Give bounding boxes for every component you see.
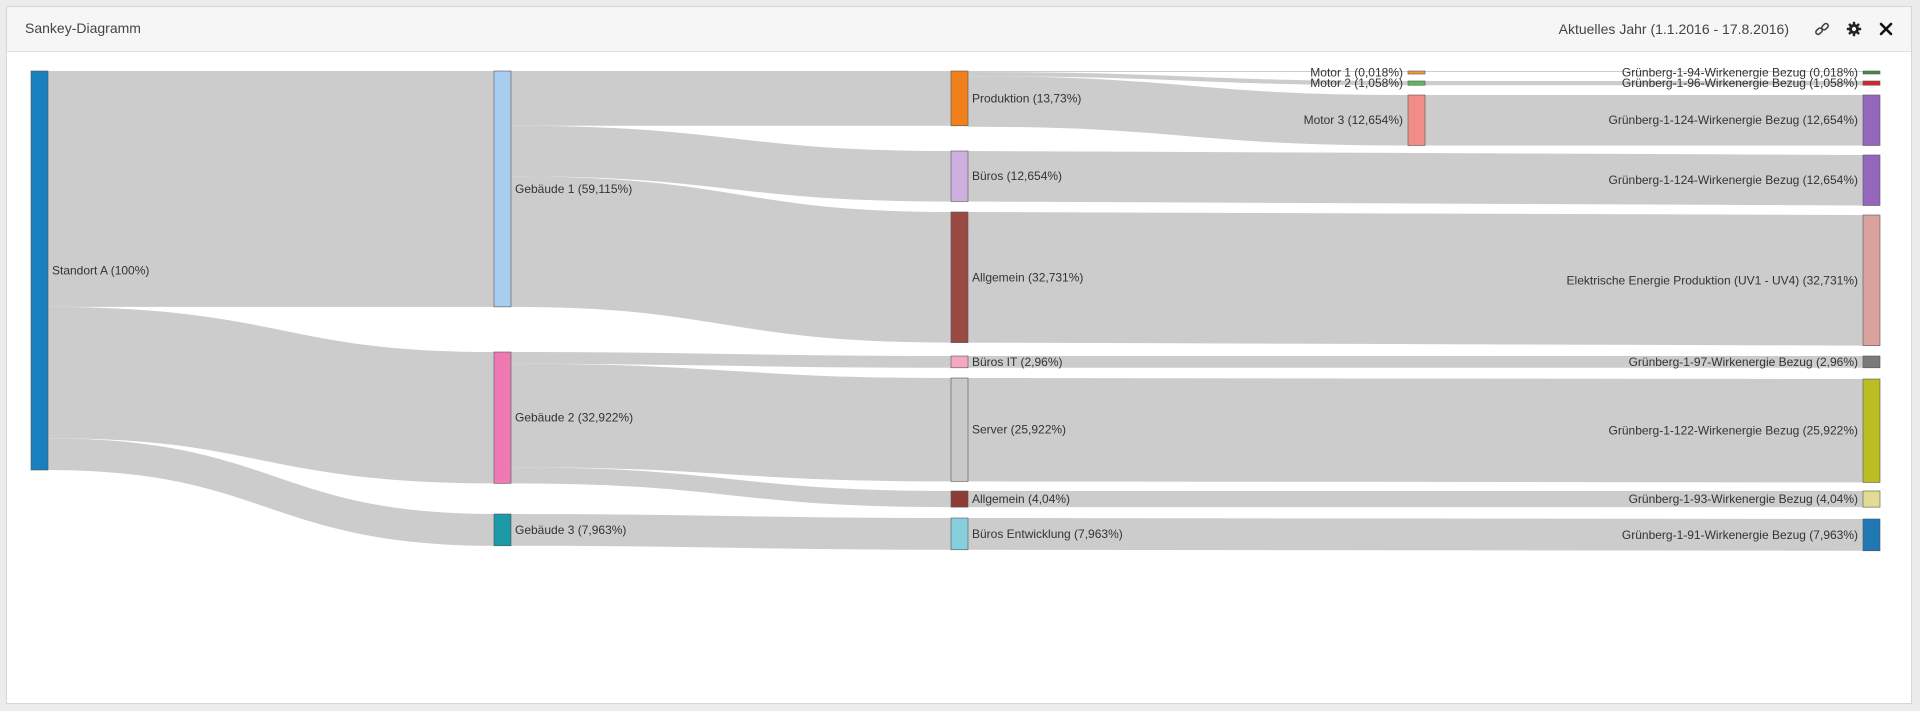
sankey-label-gebaeude_3: Gebäude 3 (7,963%) — [515, 523, 626, 537]
sankey-node-allgemein_2[interactable] — [950, 490, 969, 508]
sankey-label-gb_93: Grünberg-1-93-Wirkenergie Bezug (4,04%) — [1629, 492, 1858, 506]
sankey-label-bueros_entwicklung: Büros Entwicklung (7,963%) — [972, 527, 1123, 541]
sankey-node-gebaeude_2[interactable] — [493, 351, 512, 484]
sankey-link-gebaeude_1-bueros[interactable] — [510, 125, 952, 202]
sankey-node-bueros_entwicklung[interactable] — [950, 517, 969, 551]
sankey-node-allgemein_1[interactable] — [950, 211, 969, 343]
sankey-label-gebaeude_1: Gebäude 1 (59,115%) — [515, 182, 632, 196]
sankey-nodes: Standort A (100%) Gebäude 1 (59,115%) Gebä… — [30, 66, 1881, 552]
gear-icon[interactable] — [1843, 18, 1865, 40]
sankey-node-gb_124_a[interactable] — [1862, 94, 1881, 146]
sankey-label-motor_1: Motor 1 (0,018%) — [1310, 66, 1403, 80]
sankey-link-gebaeude_3-bueros_entwicklung[interactable] — [510, 513, 952, 550]
sankey-node-bueros[interactable] — [950, 150, 969, 202]
sankey-links — [47, 70, 1864, 551]
sankey-label-gb_91: Grünberg-1-91-Wirkenergie Bezug (7,963%) — [1622, 528, 1858, 542]
sankey-link-gebaeude_1-allgemein_1[interactable] — [510, 176, 952, 343]
sankey-node-gb_94[interactable] — [1862, 70, 1881, 75]
sankey-node-gb_97[interactable] — [1862, 355, 1881, 369]
sankey-node-produktion[interactable] — [950, 70, 969, 127]
sankey-label-produktion: Produktion (13,73%) — [972, 91, 1081, 105]
sankey-label-gb_124_a: Grünberg-1-124-Wirkenergie Bezug (12,654… — [1609, 113, 1858, 127]
sankey-node-standort_a[interactable] — [30, 70, 49, 471]
sankey-node-gb_124_b[interactable] — [1862, 154, 1881, 206]
sankey-node-gb_91[interactable] — [1862, 518, 1881, 552]
sankey-label-gb_97: Grünberg-1-97-Wirkenergie Bezug (2,96%) — [1629, 355, 1858, 369]
sankey-label-elektrische_energie: Elektrische Energie Produktion (UV1 - UV… — [1567, 273, 1858, 287]
sankey-label-motor_2: Motor 2 (1,058%) — [1310, 76, 1403, 90]
sankey-label-standort_a: Standort A (100%) — [52, 264, 149, 278]
sankey-node-motor_3[interactable] — [1407, 94, 1426, 146]
sankey-node-server[interactable] — [950, 377, 969, 482]
sankey-chart: Standort A (100%) Gebäude 1 (59,115%) Gebä… — [7, 51, 1911, 703]
sankey-link-allgemein_1-elektrische_energie[interactable] — [967, 211, 1864, 346]
panel-title: Sankey-Diagramm — [25, 20, 141, 36]
sankey-node-bueros_it[interactable] — [950, 355, 969, 369]
panel-header: Sankey-Diagramm Aktuelles Jahr (1.1.2016… — [7, 7, 1911, 52]
sankey-label-gb_124_b: Grünberg-1-124-Wirkenergie Bezug (12,654… — [1609, 173, 1858, 187]
sankey-label-gebaeude_2: Gebäude 2 (32,922%) — [515, 411, 633, 425]
sankey-label-gb_122: Grünberg-1-122-Wirkenergie Bezug (25,922… — [1609, 424, 1858, 438]
sankey-label-gb_96: Grünberg-1-96-Wirkenergie Bezug (1,058%) — [1622, 76, 1858, 90]
sankey-label-bueros_it: Büros IT (2,96%) — [972, 355, 1062, 369]
sankey-link-server-gb_122[interactable] — [967, 377, 1864, 483]
header-actions: Aktuelles Jahr (1.1.2016 - 17.8.2016) — [1559, 18, 1897, 40]
sankey-link-bueros-gb_124_b[interactable] — [967, 151, 1864, 206]
sankey-node-gebaeude_1[interactable] — [493, 70, 512, 308]
sankey-node-gebaeude_3[interactable] — [493, 513, 512, 547]
close-icon[interactable] — [1875, 18, 1897, 40]
sankey-node-gb_93[interactable] — [1862, 490, 1881, 508]
sankey-panel: Sankey-Diagramm Aktuelles Jahr (1.1.2016… — [6, 6, 1912, 704]
sankey-label-gb_94: Grünberg-1-94-Wirkenergie Bezug (0,018%) — [1622, 66, 1858, 80]
sankey-node-gb_96[interactable] — [1862, 80, 1881, 86]
sankey-link-bueros_entwicklung-gb_91[interactable] — [967, 517, 1864, 551]
sankey-link-standort_a-gebaeude_3[interactable] — [47, 438, 495, 546]
sankey-diagram: Standort A (100%) Gebäude 1 (59,115%) Gebä… — [30, 66, 1881, 552]
period-selector[interactable]: Aktuelles Jahr (1.1.2016 - 17.8.2016) — [1558, 21, 1789, 37]
sankey-node-elektrische_energie[interactable] — [1862, 214, 1881, 346]
sankey-link-gebaeude_2-bueros_it[interactable] — [510, 351, 952, 368]
sankey-node-gb_122[interactable] — [1862, 378, 1881, 483]
sankey-link-standort_a-gebaeude_2[interactable] — [47, 306, 495, 484]
sankey-node-motor_2[interactable] — [1407, 80, 1426, 86]
sankey-label-allgemein_2: Allgemein (4,04%) — [972, 492, 1070, 506]
sankey-link-produktion-motor_3[interactable] — [967, 76, 1409, 146]
sankey-label-bueros: Büros (12,654%) — [972, 169, 1062, 183]
sankey-link-produktion-motor_2[interactable] — [967, 71, 1409, 86]
sankey-link-gebaeude_2-allgemein_2[interactable] — [510, 467, 952, 508]
sankey-link-gebaeude_2-server[interactable] — [510, 363, 952, 482]
sankey-label-server: Server (25,922%) — [972, 423, 1066, 437]
sankey-node-motor_1[interactable] — [1407, 70, 1426, 75]
link-icon[interactable] — [1811, 18, 1833, 40]
sankey-label-motor_3: Motor 3 (12,654%) — [1304, 113, 1403, 127]
sankey-label-allgemein_1: Allgemein (32,731%) — [972, 270, 1083, 284]
